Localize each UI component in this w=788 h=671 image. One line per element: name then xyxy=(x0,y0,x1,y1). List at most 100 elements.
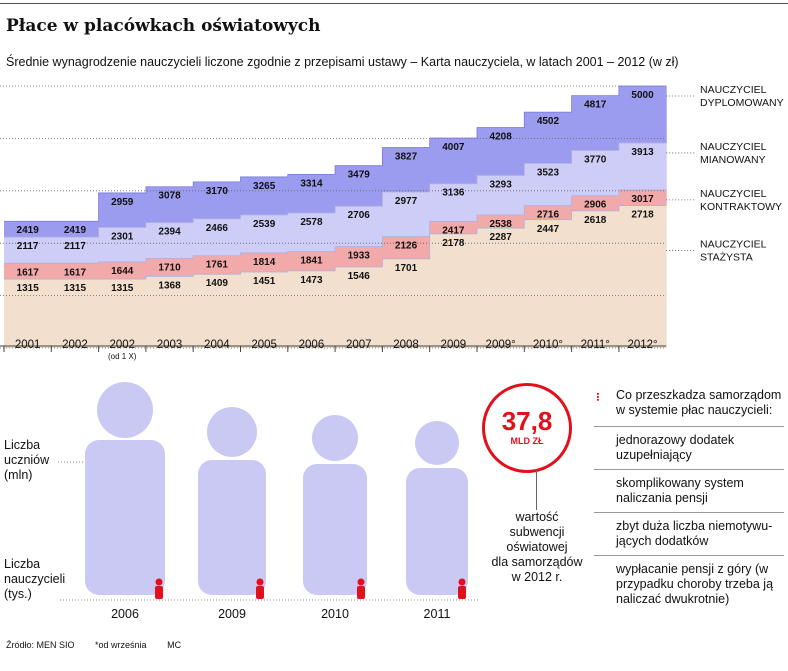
data-label: 1644 xyxy=(111,266,134,277)
band-segment xyxy=(477,215,525,229)
data-label: 2466 xyxy=(206,223,229,234)
x-tick-label: 2012° xyxy=(627,339,657,351)
band-segment xyxy=(4,263,52,280)
band-segment xyxy=(618,205,667,348)
data-label: 1701 xyxy=(395,263,418,274)
data-label: 1473 xyxy=(300,275,323,286)
series-line xyxy=(4,189,667,264)
student-figure-icon xyxy=(406,468,468,595)
legend-label: NAUCZYCIEL xyxy=(700,141,767,153)
band-segment xyxy=(571,195,620,211)
data-label: 3913 xyxy=(631,147,654,158)
band-segment xyxy=(4,221,52,238)
teacher-figure-icon xyxy=(155,586,163,599)
data-label: 2126 xyxy=(395,241,418,252)
students-label: Liczba uczniów (mln) xyxy=(4,438,50,482)
data-label: 2419 xyxy=(64,225,87,236)
subsidy-value: 37,8 xyxy=(501,406,553,436)
data-label: 1841 xyxy=(300,256,323,267)
band-segment xyxy=(98,192,147,228)
teacher-figure-icon xyxy=(458,586,466,599)
data-label: 3136 xyxy=(442,188,465,199)
data-label: 2906 xyxy=(584,200,607,211)
data-label: 3314 xyxy=(300,178,323,189)
band-segment xyxy=(240,271,289,348)
band-segment xyxy=(98,227,147,262)
teacher-figure-icon xyxy=(256,578,264,586)
band-segment xyxy=(477,175,525,216)
teacher-figure-icon xyxy=(458,578,466,586)
x-tick-note: (od 1 X) xyxy=(108,352,137,361)
problem-item: zbyt duża liczba niemotywu-jących dodatk… xyxy=(594,512,784,555)
subsidy-circle: 37,8 MLD ZŁ xyxy=(482,383,572,473)
legend-label: STAŻYSTA xyxy=(700,251,753,264)
footnote: *od września xyxy=(95,640,147,650)
x-tick-label: 2005 xyxy=(251,339,277,351)
band-segment xyxy=(571,95,620,151)
data-label: 3078 xyxy=(158,191,181,202)
data-label: 1814 xyxy=(253,257,276,268)
source-note: Źródło: MEN SIO xyxy=(6,640,75,650)
page-title: Płace w placówkach oświatowych xyxy=(6,16,321,36)
data-label: 2419 xyxy=(17,225,40,236)
band-segment xyxy=(193,274,241,348)
x-tick-label: 2007 xyxy=(346,339,372,351)
data-label: 3770 xyxy=(584,154,607,165)
data-label: 1761 xyxy=(206,260,229,271)
legend-label: MIANOWANY xyxy=(700,154,766,166)
band-segment xyxy=(618,86,667,143)
data-label: 1617 xyxy=(64,267,87,278)
band-segment xyxy=(524,205,573,220)
data-label: 3479 xyxy=(348,170,371,181)
x-tick-label: 2011° xyxy=(581,339,610,351)
x-tick-label: 2009° xyxy=(486,339,516,351)
student-figure-icon xyxy=(85,440,165,595)
band-segment xyxy=(429,233,478,348)
data-label: 2578 xyxy=(300,217,323,228)
band-segment xyxy=(524,163,573,206)
student-figure-icon xyxy=(312,415,358,461)
year-label: 2010 xyxy=(321,607,349,620)
problems-heading-text: Co przeszkadza samorządom w systemie pła… xyxy=(616,388,782,417)
band-segment xyxy=(193,255,241,275)
legend-label: DYPLOMOWANY xyxy=(700,97,784,109)
data-label: 1710 xyxy=(158,262,181,273)
data-label: 3293 xyxy=(490,179,513,190)
teacher-figure-icon xyxy=(357,586,365,599)
data-label: 4817 xyxy=(584,100,607,111)
band-segment xyxy=(382,192,431,237)
band-segment xyxy=(335,266,383,348)
data-label: 4208 xyxy=(490,132,513,143)
x-tick-label: 2003 xyxy=(157,339,183,351)
band-segment xyxy=(145,276,194,348)
x-tick-label: 2009 xyxy=(441,339,467,351)
legend-label: NAUCZYCIEL xyxy=(700,188,767,200)
data-label: 2618 xyxy=(584,215,607,226)
series-line xyxy=(4,205,667,280)
data-label: 3265 xyxy=(253,181,276,192)
data-label: 2447 xyxy=(537,224,560,235)
data-label: 1409 xyxy=(206,278,229,289)
data-label: 2959 xyxy=(111,197,134,208)
data-label: 1617 xyxy=(17,267,40,278)
band-segment xyxy=(287,174,336,213)
student-figure-icon xyxy=(415,421,459,465)
teachers-label: Liczba nauczycieli (tys.) xyxy=(4,557,66,601)
top-rule xyxy=(0,3,788,4)
x-tick-label: 2002 xyxy=(62,339,88,351)
band-segment xyxy=(477,228,525,348)
band-segment xyxy=(193,218,241,256)
data-label: 2718 xyxy=(631,210,654,221)
x-tick-label: 2002 xyxy=(109,339,135,351)
teacher-figure-icon xyxy=(357,578,365,586)
legend-label: NAUCZYCIEL xyxy=(700,84,767,96)
band-segment xyxy=(287,270,336,348)
data-label: 3017 xyxy=(631,194,654,205)
student-figure-icon xyxy=(97,382,153,438)
band-segment xyxy=(382,236,431,259)
data-label: 3523 xyxy=(537,167,560,178)
x-tick-label: 2006 xyxy=(299,339,325,351)
problem-item: wypłacanie pensji z góry (w przypadku ch… xyxy=(594,555,784,613)
data-label: 2117 xyxy=(17,241,39,252)
data-label: 1546 xyxy=(348,271,371,282)
